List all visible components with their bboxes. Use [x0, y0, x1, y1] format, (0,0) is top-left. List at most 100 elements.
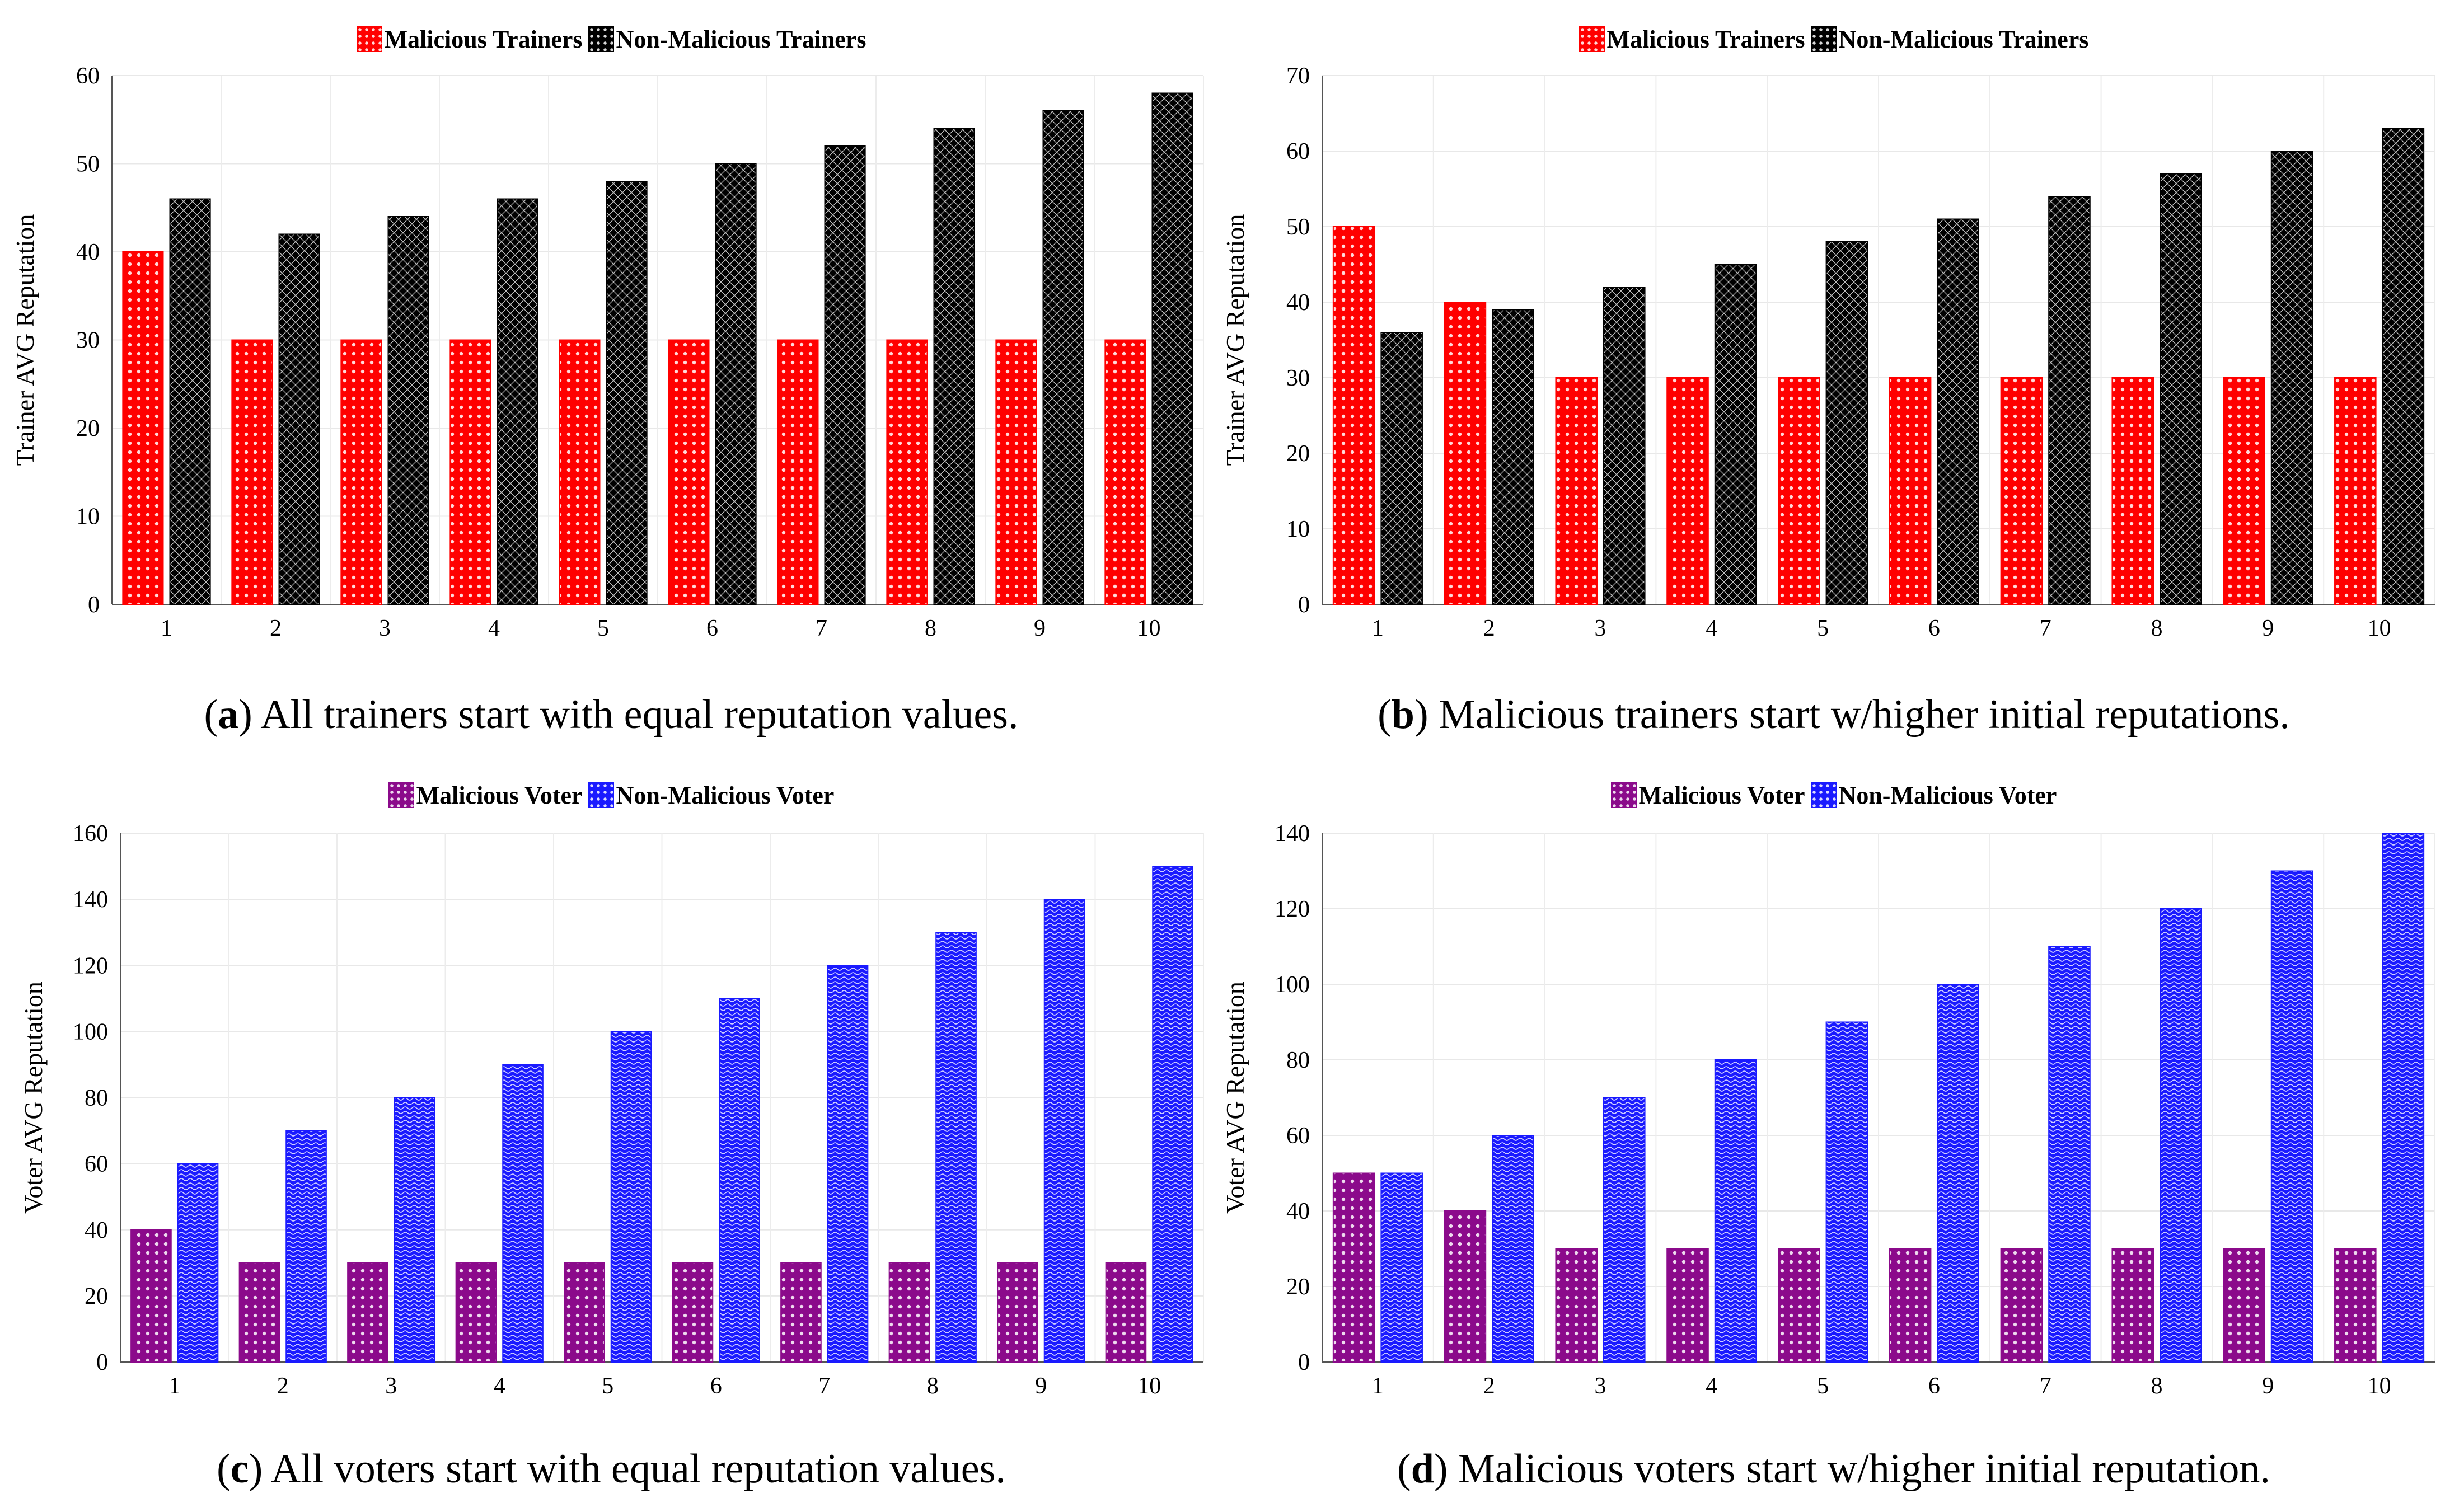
bar-non-malicious-8 [2160, 173, 2202, 605]
x-tick-label: 3 [385, 1373, 397, 1399]
caption-letter: a [218, 692, 239, 738]
bar-non-malicious-5 [610, 1031, 652, 1363]
chart-panel-a: Malicious Trainers Non-Malicious Trainer… [0, 0, 1222, 756]
y-tick-label: 0 [88, 592, 100, 618]
bar-non-malicious-2 [285, 1130, 327, 1363]
bar-non-malicious-10 [2382, 833, 2425, 1363]
bar-malicious-10 [2334, 1248, 2377, 1363]
x-tick-label: 7 [2040, 616, 2051, 641]
bar-non-malicious-7 [827, 965, 869, 1363]
bar-non-malicious-9 [1042, 110, 1084, 605]
x-tick-label: 2 [1483, 1373, 1495, 1399]
legend-label-malicious: Malicious Voter [416, 781, 583, 809]
caption-letter: d [1411, 1446, 1434, 1492]
bar-non-malicious-5 [606, 181, 648, 605]
legend: Malicious Trainers Non-Malicious Trainer… [0, 17, 1222, 62]
bar-malicious-8 [888, 1262, 930, 1363]
bar-non-malicious-1 [177, 1163, 219, 1363]
caption-text: All trainers start with equal reputation… [260, 692, 1019, 738]
legend-label-malicious: Malicious Trainers [1606, 25, 1805, 53]
bar-non-malicious-9 [1043, 899, 1085, 1363]
y-tick-label: 80 [1286, 1048, 1310, 1073]
bar-non-malicious-4 [502, 1064, 544, 1363]
y-tick-label: 60 [85, 1152, 108, 1177]
y-tick-label: 20 [85, 1284, 108, 1309]
chart-d-svg: 0 20 40 60 80 100 120 140 1 2 3 4 5 6 7 8 9 10 Voter AVG R… [1221, 821, 2435, 1399]
chart-a-svg: 0 10 20 30 40 50 60 1 2 3 4 5 6 7 8 9 10 Trainer AVG Repu… [11, 63, 1204, 641]
bar-non-malicious-3 [1603, 287, 1646, 605]
y-tick-label: 120 [1275, 896, 1310, 922]
x-tick-label: 1 [1372, 616, 1384, 641]
bar-non-malicious-7 [2048, 946, 2091, 1363]
bar-malicious-6 [1889, 1248, 1932, 1363]
caption-letter: b [1391, 692, 1414, 738]
y-tick-label: 30 [1286, 365, 1310, 391]
x-tick-label: 10 [2368, 616, 2391, 641]
legend-label-non-malicious: Non-Malicious Trainers [616, 25, 866, 53]
x-tick-label: 4 [1706, 616, 1717, 641]
bar-malicious-7 [2000, 1248, 2043, 1363]
y-tick-label: 0 [1298, 592, 1310, 618]
legend-label-malicious: Malicious Voter [1638, 781, 1805, 809]
bar-malicious-9 [997, 1262, 1038, 1363]
chart-panel-d: Malicious Voter Non-Malicious Voter 0 20 4… [1221, 756, 2445, 1512]
y-tick-label: 10 [1286, 516, 1310, 542]
bar-malicious-7 [2000, 377, 2043, 605]
bar-malicious-3 [347, 1262, 388, 1363]
bar-malicious-10 [1104, 339, 1146, 605]
legend-label-non-malicious: Non-Malicious Voter [1838, 781, 2057, 809]
caption-text: Malicious voters start w/higher initial … [1458, 1446, 2270, 1492]
y-tick-label: 100 [1275, 972, 1310, 998]
y-tick-label: 140 [73, 887, 108, 913]
caption-d: (d) Malicious voters start w/higher init… [1397, 1446, 2270, 1492]
legend-item-malicious: Malicious Voter [388, 781, 583, 810]
bar-malicious-5 [1778, 377, 1820, 605]
x-tick-label: 1 [1372, 1373, 1384, 1399]
bar-non-malicious-7 [824, 145, 866, 605]
bar-malicious-4 [1666, 1248, 1709, 1363]
caption-b: (b) Malicious trainers start w/higher in… [1378, 692, 2290, 738]
y-tick-label: 20 [1286, 1274, 1310, 1300]
bar-malicious-4 [449, 339, 491, 605]
y-tick-label: 160 [73, 821, 108, 847]
bar-malicious-7 [780, 1262, 822, 1363]
caption-c: (c) All voters start with equal reputati… [217, 1446, 1006, 1492]
legend-label-malicious: Malicious Trainers [384, 25, 583, 53]
bar-non-malicious-4 [1714, 1059, 1757, 1363]
bar-non-malicious-6 [1937, 218, 1979, 605]
bar-malicious-2 [1444, 302, 1487, 605]
bar-malicious-4 [455, 1262, 497, 1363]
x-tick-label: 4 [1706, 1373, 1717, 1399]
y-tick-label: 60 [76, 63, 100, 89]
y-tick-label: 70 [1286, 63, 1310, 89]
caption-letter: c [230, 1446, 249, 1492]
y-tick-label: 20 [76, 416, 100, 442]
legend-swatch-malicious [356, 26, 382, 52]
bar-non-malicious-3 [1603, 1097, 1646, 1363]
bar-malicious-2 [1444, 1210, 1487, 1363]
legend-swatch-malicious [1610, 782, 1637, 808]
bar-non-malicious-8 [935, 932, 977, 1363]
bar-non-malicious-10 [1151, 92, 1193, 605]
bar-non-malicious-5 [1825, 1021, 1868, 1363]
chart-panel-b: Malicious Trainers Non-Malicious Trainer… [1221, 0, 2445, 756]
bar-malicious-8 [886, 339, 928, 605]
bar-malicious-9 [2223, 377, 2265, 605]
chart-panel-c: Malicious Voter Non-Malicious Voter 0 20 4… [0, 756, 1222, 1512]
bar-non-malicious-4 [1714, 264, 1757, 605]
y-tick-label: 80 [85, 1086, 108, 1111]
x-tick-label: 5 [597, 616, 609, 641]
caption-text: Malicious trainers start w/higher initia… [1439, 692, 2290, 738]
bar-malicious-8 [2111, 377, 2154, 605]
x-tick-label: 6 [1928, 1373, 1940, 1399]
bar-malicious-1 [122, 251, 164, 605]
bar-malicious-10 [2334, 377, 2377, 605]
bar-malicious-6 [668, 339, 710, 605]
bar-non-malicious-6 [719, 998, 760, 1363]
x-tick-label: 10 [1137, 1373, 1161, 1399]
legend-swatch-malicious [388, 782, 414, 808]
bar-malicious-3 [1555, 1248, 1598, 1363]
legend-label-non-malicious: Non-Malicious Trainers [1838, 25, 2089, 53]
x-tick-label: 5 [1817, 1373, 1829, 1399]
y-tick-label: 50 [76, 152, 100, 177]
